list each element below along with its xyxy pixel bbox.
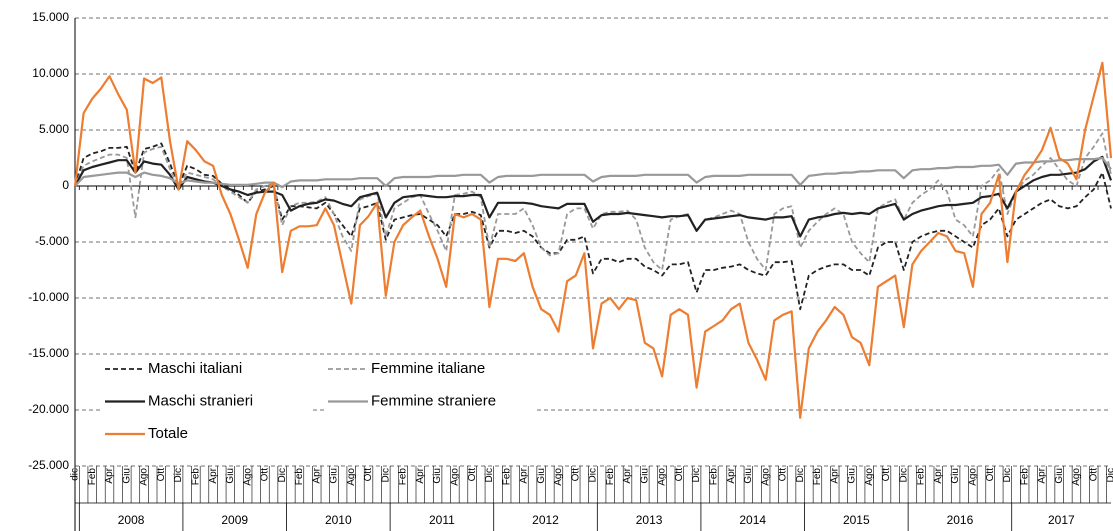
series-line [73,61,1113,419]
x-tick-label: Ott [363,468,374,482]
y-tick-label: 10.000 [32,66,69,80]
legend-bg [103,423,313,445]
x-tick-label: Feb [709,468,720,486]
legend-bg [326,358,536,380]
x-tick-label: Dic [691,468,702,482]
year-label: 2011 [429,513,455,527]
year-label: 2013 [636,513,663,527]
x-tick-label: Giu [743,468,754,484]
series-line [74,155,1113,238]
x-tick-label: Apr [726,467,737,483]
x-tick-label: Ago [760,468,771,486]
year-label: 2014 [739,513,766,527]
legend-bg [103,390,313,413]
x-tick-label: Ott [1088,468,1099,482]
x-tick-label: Feb [501,468,512,486]
x-tick-label: Giu [1054,468,1065,484]
x-tick-label: Giu [950,468,961,484]
x-tick-label: Ott [778,468,789,482]
x-tick-label: Ago [1071,468,1082,486]
x-tick-label: Feb [916,468,927,486]
x-tick-label: Ago [864,468,875,486]
x-tick-label: Feb [398,468,409,486]
x-tick-label: Dic [795,468,806,482]
x-tick-label: Apr [208,467,219,483]
x-tick-label: Apr [104,467,115,483]
y-tick-label: 5.000 [39,122,69,136]
x-tick-label: Giu [847,468,858,484]
x-tick-label: Feb [1019,468,1030,486]
x-tick-label: Ott [570,468,581,482]
legend-bg [103,358,313,380]
year-label: 2008 [118,513,145,527]
y-tick-label: 15.000 [32,10,69,24]
series-line [74,132,1112,271]
y-tick-label: -5.000 [35,234,69,248]
year-label: 2010 [325,513,352,527]
x-tick-label: Giu [432,468,443,484]
y-tick-label: -15.000 [28,346,69,360]
year-label: 2012 [532,513,559,527]
x-tick-label: Apr [933,467,944,483]
x-tick-label: Ago [346,468,357,486]
legend-label: Maschi stranieri [148,392,253,409]
y-tick-label: -10.000 [28,290,69,304]
x-tick-label: Dic [277,468,288,482]
x-tick-label: Dic [898,468,909,482]
x-tick-label: Dic [1106,468,1113,482]
legend-label: Femmine italiane [371,360,485,377]
x-tick-label: Giu [536,468,547,484]
x-tick-label: Ott [156,468,167,482]
x-tick-label: Dic [1002,468,1013,482]
legend-label: Maschi italiani [148,360,242,377]
x-tick-label: Ott [674,468,685,482]
x-tick-label: Apr [415,467,426,483]
year-label: 2016 [947,513,974,527]
x-tick-label: Ott [985,468,996,482]
legend-bg [326,390,536,413]
x-tick-label: Ago [242,468,253,486]
series-line [74,142,1112,311]
year-label: 2009 [221,513,248,527]
x-tick-label: Dic [173,468,184,482]
x-tick-label: dic [70,468,81,481]
x-tick-label: Feb [87,468,98,486]
x-tick-label: Feb [812,468,823,486]
x-tick-label: Giu [329,468,340,484]
x-tick-label: Ago [450,468,461,486]
legend-label: Totale [148,425,188,442]
y-tick-label: 0 [62,178,69,192]
x-tick-label: Feb [191,468,202,486]
x-tick-label: Giu [639,468,650,484]
x-tick-label: Ago [553,468,564,486]
year-label: 2017 [1048,513,1075,527]
x-tick-label: Apr [622,467,633,483]
y-tick-label: -20.000 [28,402,69,416]
x-tick-label: Ago [968,468,979,486]
x-tick-label: Apr [829,467,840,483]
x-tick-label: Giu [225,468,236,484]
legend-label: Femmine straniere [371,392,496,409]
year-label: 2015 [843,513,870,527]
x-tick-label: Feb [294,468,305,486]
y-tick-label: -25.000 [28,458,69,472]
x-tick-label: Ago [657,468,668,486]
x-tick-label: Ott [467,468,478,482]
x-tick-label: Ott [260,468,271,482]
x-tick-label: Ago [139,468,150,486]
x-tick-label: Dic [484,468,495,482]
x-tick-label: Feb [605,468,616,486]
series-line [74,156,1112,189]
x-tick-label: Dic [380,468,391,482]
x-tick-label: Apr [519,467,530,483]
x-tick-label: Apr [311,467,322,483]
x-tick-label: Giu [121,468,132,484]
x-tick-label: Dic [588,468,599,482]
x-tick-label: Apr [1037,467,1048,483]
x-tick-label: Ott [881,468,892,482]
